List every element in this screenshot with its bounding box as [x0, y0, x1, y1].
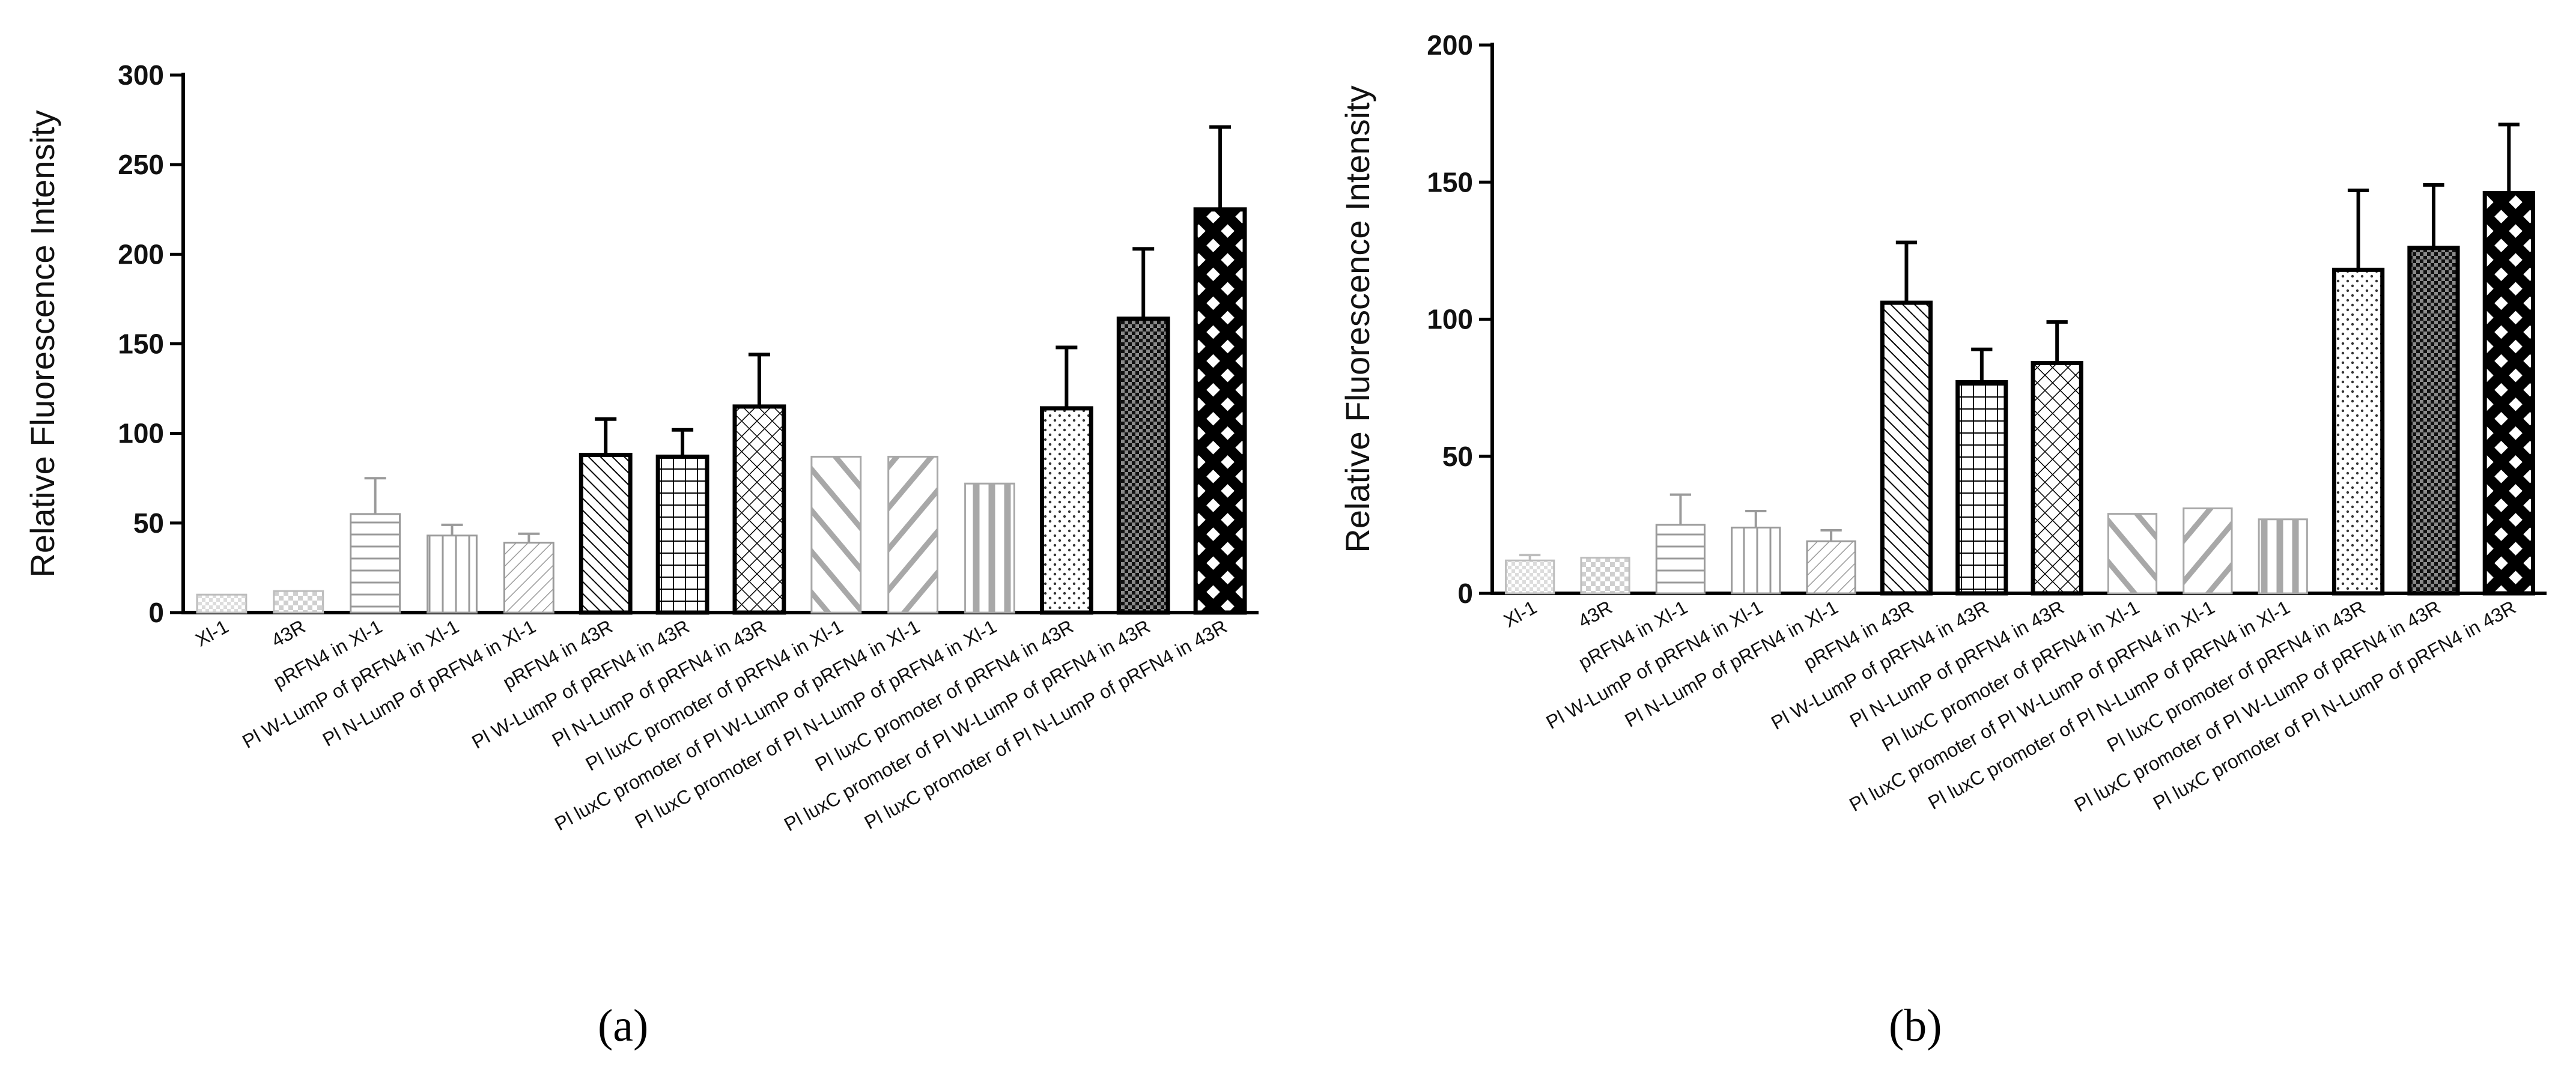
y-tick-label: 150 — [1427, 166, 1473, 198]
y-tick-label: 100 — [1427, 304, 1473, 335]
x-tick-label: 43R — [1575, 596, 1616, 632]
y-tick-label: 0 — [148, 597, 164, 628]
bar — [2183, 507, 2233, 595]
caption-a: (a) — [598, 1001, 649, 1051]
bar — [2031, 361, 2083, 596]
y-tick-label: 300 — [118, 59, 164, 91]
y-tick-label: 50 — [133, 507, 164, 539]
bar — [1116, 316, 1170, 615]
bar — [1806, 540, 1856, 595]
y-tick-label: 250 — [118, 149, 164, 180]
chart-panel-a: Relative Fluorescence Intensity 0 50 100 150… — [23, 59, 1259, 1051]
bar — [1193, 207, 1247, 615]
bar — [196, 593, 248, 614]
y-axis-label: Relative Fluorescence Intensity — [23, 110, 61, 577]
bar — [1580, 557, 1630, 595]
x-tick-label: Xl-1 — [1500, 596, 1540, 632]
bar — [1505, 559, 1555, 595]
bar — [887, 455, 939, 614]
bar — [1039, 406, 1093, 615]
y-tick-label: 150 — [118, 329, 164, 360]
bar — [1731, 526, 1781, 595]
bar — [1955, 380, 2008, 596]
bar — [732, 404, 786, 615]
bar — [350, 513, 401, 614]
y-axis-label: Relative Fluorescence Intensity — [1338, 85, 1376, 553]
y-tick-label: 100 — [118, 418, 164, 449]
bar — [655, 454, 709, 615]
chart-panel-b: Relative Fluorescence Intensity 0 50 100 150… — [1288, 0, 2576, 1069]
bar — [2482, 191, 2535, 596]
y-tick-label: 0 — [1457, 578, 1473, 609]
bar — [273, 590, 324, 614]
bar — [579, 452, 633, 615]
bar — [964, 482, 1015, 614]
bar — [2407, 246, 2460, 596]
chart-a: Relative Fluorescence Intensity 0 50 100 150… — [23, 59, 1259, 835]
x-tick-label: 43R — [267, 616, 309, 652]
bar — [427, 534, 478, 614]
bar — [503, 542, 554, 614]
x-tick-label: Xl-1 — [192, 616, 232, 651]
y-tick-label: 200 — [1427, 29, 1473, 61]
bar — [2258, 518, 2308, 595]
y-tick-label: 50 — [1442, 441, 1473, 472]
caption-b: (b) — [1889, 1001, 1942, 1051]
bar — [2331, 267, 2385, 596]
bar — [2107, 513, 2158, 595]
bar — [810, 455, 862, 614]
y-tick-label: 200 — [118, 238, 164, 270]
bar — [1655, 524, 1706, 595]
bar — [1880, 300, 1933, 596]
chart-b: Relative Fluorescence Intensity 0 50 100 150… — [1338, 29, 2547, 816]
